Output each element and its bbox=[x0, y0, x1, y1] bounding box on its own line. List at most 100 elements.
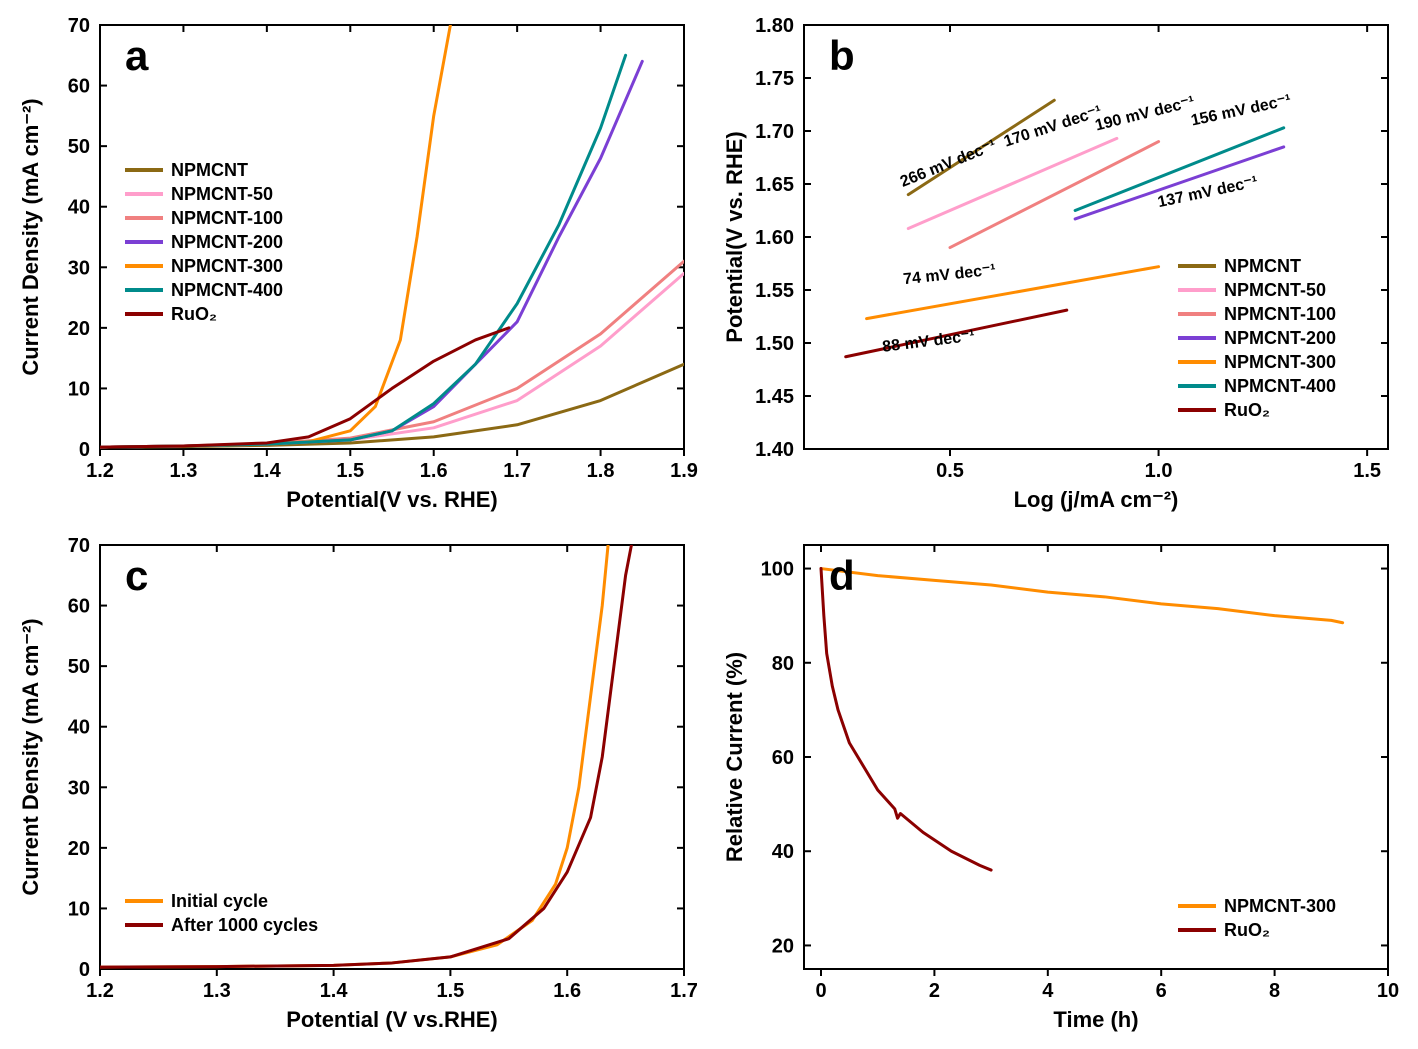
x-tick-label: 6 bbox=[1156, 980, 1167, 1002]
x-tick-label: 1.5 bbox=[336, 460, 364, 482]
panel-letter: d bbox=[829, 552, 855, 599]
panel-letter: b bbox=[829, 32, 855, 79]
x-tick-label: 1.2 bbox=[86, 460, 114, 482]
y-tick-label: 50 bbox=[68, 136, 90, 158]
y-tick-label: 20 bbox=[68, 837, 90, 859]
y-tick-label: 0 bbox=[79, 959, 90, 981]
series-line bbox=[100, 328, 509, 447]
x-tick-label: 0 bbox=[815, 980, 826, 1002]
x-tick-label: 1.4 bbox=[320, 980, 349, 1002]
y-tick-label: 1.70 bbox=[755, 121, 794, 143]
x-tick-label: 1.2 bbox=[86, 980, 114, 1002]
legend: NPMCNT NPMCNT-50 NPMCNT-100 NPMCNT-200 NPMCN… bbox=[125, 160, 283, 324]
y-axis-title: Relative Current (%) bbox=[722, 651, 747, 861]
tafel-annotation: 74 mV dec⁻¹ bbox=[902, 262, 996, 289]
x-tick-label: 1.6 bbox=[420, 460, 448, 482]
y-axis-title: Potential(V vs. RHE) bbox=[722, 131, 747, 342]
x-tick-label: 4 bbox=[1042, 980, 1054, 1002]
x-tick-label: 1.7 bbox=[503, 460, 531, 482]
y-tick-label: 1.40 bbox=[755, 439, 794, 461]
x-tick-label: 1.8 bbox=[587, 460, 615, 482]
legend-label: NPMCNT-400 bbox=[171, 280, 283, 300]
tafel-annotation: 170 mV dec⁻¹ bbox=[1002, 103, 1104, 151]
y-tick-label: 1.60 bbox=[755, 227, 794, 249]
legend-label: After 1000 cycles bbox=[171, 915, 318, 935]
chart-grid: 1.21.31.41.51.61.71.81.9010203040506070P… bbox=[10, 10, 1408, 1039]
series-line bbox=[100, 61, 642, 447]
legend-label: RuO₂ bbox=[1224, 920, 1270, 940]
series-line bbox=[821, 568, 1343, 622]
legend: NPMCNT-300 RuO₂ bbox=[1178, 896, 1336, 940]
x-tick-label: 1.7 bbox=[670, 980, 698, 1002]
panel-letter: a bbox=[125, 32, 149, 79]
legend-label: NPMCNT-50 bbox=[1224, 280, 1326, 300]
y-tick-label: 20 bbox=[68, 318, 90, 340]
x-tick-label: 0.5 bbox=[936, 460, 964, 482]
y-tick-label: 1.55 bbox=[755, 280, 794, 302]
y-tick-label: 10 bbox=[68, 898, 90, 920]
x-tick-label: 8 bbox=[1269, 980, 1280, 1002]
y-tick-label: 40 bbox=[68, 716, 90, 738]
y-tick-label: 20 bbox=[772, 935, 794, 957]
panel-a: 1.2 1.3 1.4 1.5 1.6 1.7 1.8 1.9 0 10 20 30 40 50 60 70 P… bbox=[10, 10, 704, 520]
legend-label: NPMCNT bbox=[171, 160, 248, 180]
x-tick-label: 1.6 bbox=[553, 980, 581, 1002]
legend-label: NPMCNT-400 bbox=[1224, 376, 1336, 396]
legend-label: NPMCNT-300 bbox=[1224, 352, 1336, 372]
y-tick-label: 1.45 bbox=[755, 386, 794, 408]
y-tick-label: 60 bbox=[772, 747, 794, 769]
legend-label: RuO₂ bbox=[1224, 400, 1270, 420]
y-tick-label: 40 bbox=[68, 197, 90, 219]
panel-letter: c bbox=[125, 552, 148, 599]
y-tick-label: 1.50 bbox=[755, 333, 794, 355]
y-tick-label: 0 bbox=[79, 439, 90, 461]
x-tick-label: 1.0 bbox=[1145, 460, 1173, 482]
y-tick-label: 70 bbox=[68, 535, 90, 557]
panel-d: 024681020406080100Time (h)Relative Curre… bbox=[714, 530, 1408, 1040]
x-axis-title: Time (h) bbox=[1053, 1007, 1138, 1032]
y-tick-label: 1.75 bbox=[755, 68, 794, 90]
legend-label: NPMCNT-300 bbox=[171, 256, 283, 276]
legend-label: NPMCNT-200 bbox=[171, 232, 283, 252]
x-tick-label: 1.3 bbox=[170, 460, 198, 482]
y-tick-label: 30 bbox=[68, 777, 90, 799]
x-axis-title: Potential (V vs.RHE) bbox=[286, 1007, 497, 1032]
tafel-annotation: 190 mV dec⁻¹ bbox=[1094, 93, 1197, 134]
y-tick-label: 60 bbox=[68, 595, 90, 617]
legend-label: NPMCNT-50 bbox=[171, 184, 273, 204]
x-axis-title: Potential(V vs. RHE) bbox=[286, 487, 497, 512]
legend-label: NPMCNT-300 bbox=[1224, 896, 1336, 916]
y-tick-label: 80 bbox=[772, 652, 794, 674]
x-tick-label: 1.4 bbox=[253, 460, 282, 482]
x-axis-title: Log (j/mA cm⁻²) bbox=[1014, 487, 1179, 512]
tafel-annotation: 88 mV dec⁻¹ bbox=[881, 328, 975, 356]
x-tick-label: 1.5 bbox=[436, 980, 464, 1002]
y-tick-label: 30 bbox=[68, 257, 90, 279]
y-axis-title: Current Density (mA cm⁻²) bbox=[18, 618, 43, 895]
panel-c: 1.2 1.3 1.4 1.5 1.6 1.7 0 10 20 30 40 50 60 70 Potenti… bbox=[10, 530, 704, 1040]
tafel-annotation: 137 mV dec⁻¹ bbox=[1156, 173, 1259, 211]
legend-label: Initial cycle bbox=[171, 891, 268, 911]
legend-label: NPMCNT-100 bbox=[171, 208, 283, 228]
legend: Initial cycle After 1000 cycles bbox=[125, 891, 318, 935]
tafel-annotation: 156 mV dec⁻¹ bbox=[1189, 92, 1292, 130]
y-tick-label: 50 bbox=[68, 656, 90, 678]
x-tick-label: 1.3 bbox=[203, 980, 231, 1002]
x-tick-label: 2 bbox=[929, 980, 940, 1002]
series-line bbox=[821, 568, 991, 870]
x-tick-label: 1.9 bbox=[670, 460, 698, 482]
legend-label: NPMCNT-100 bbox=[1224, 304, 1336, 324]
y-tick-label: 1.65 bbox=[755, 174, 794, 196]
x-tick-label: 10 bbox=[1377, 980, 1399, 1002]
legend-label: RuO₂ bbox=[171, 304, 217, 324]
y-tick-label: 40 bbox=[772, 841, 794, 863]
legend: NPMCNT NPMCNT-50 NPMCNT-100 NPMCNT-200 NPMCN… bbox=[1178, 256, 1336, 420]
y-tick-label: 70 bbox=[68, 15, 90, 37]
x-tick-label: 1.5 bbox=[1353, 460, 1381, 482]
y-tick-label: 60 bbox=[68, 76, 90, 98]
y-tick-label: 10 bbox=[68, 378, 90, 400]
tafel-annotation: 266 mV dec⁻¹ bbox=[898, 137, 999, 191]
y-tick-label: 1.80 bbox=[755, 15, 794, 37]
legend-label: NPMCNT bbox=[1224, 256, 1301, 276]
legend-label: NPMCNT-200 bbox=[1224, 328, 1336, 348]
